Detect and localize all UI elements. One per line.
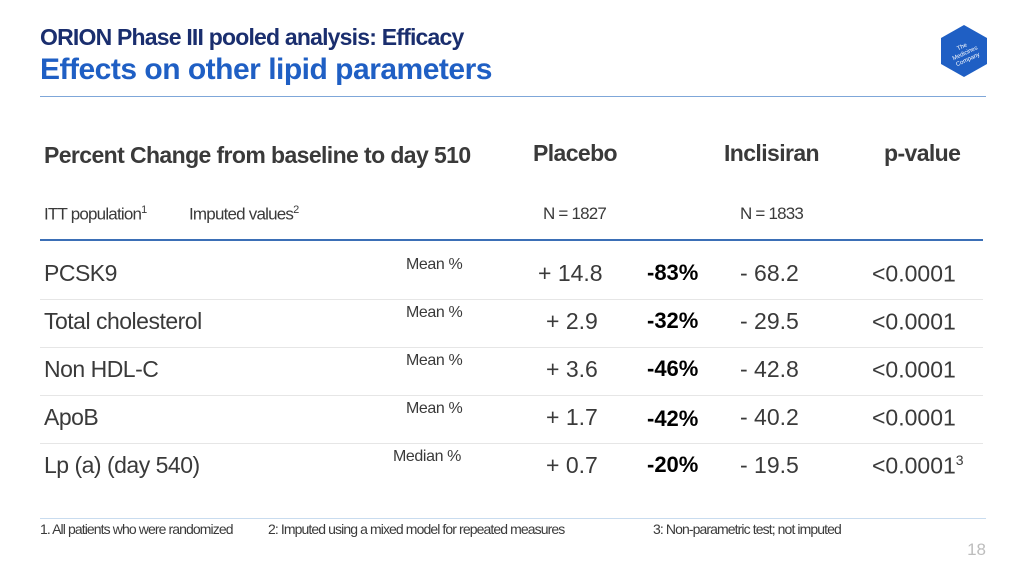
statistic-label: Median % bbox=[393, 448, 461, 465]
inclisiran-value: - 29.5 bbox=[740, 308, 799, 334]
footnote-1: 1. All patients who were randomized bbox=[40, 521, 234, 537]
row-divider bbox=[40, 443, 983, 444]
page-number: 18 bbox=[967, 540, 986, 559]
parameter-name: PCSK9 bbox=[44, 260, 117, 286]
title-divider bbox=[40, 96, 986, 97]
p-value: <0.0001 bbox=[872, 404, 956, 432]
svg-text:The: The bbox=[956, 42, 969, 52]
statistic-label: Mean % bbox=[406, 352, 463, 369]
table-row: Total cholesterol Mean % + 2.9 -32% - 29… bbox=[40, 300, 983, 348]
parameter-name: Total cholesterol bbox=[44, 308, 202, 334]
company-logo: The Medicines Company bbox=[941, 25, 987, 77]
table-row: ApoB Mean % + 1.7 -42% - 40.2 <0.0001 bbox=[40, 396, 983, 444]
difference-value: -20% bbox=[647, 452, 699, 477]
statistic-label: Mean % bbox=[406, 304, 463, 321]
row-divider bbox=[40, 347, 983, 348]
difference-value: -46% bbox=[647, 356, 699, 381]
table-row: Lp (a) (day 540) Median % + 0.7 -20% - 1… bbox=[40, 444, 983, 492]
p-value: <0.0001 bbox=[872, 308, 956, 336]
row-divider bbox=[40, 299, 983, 300]
header-pvalue: p-value bbox=[884, 140, 961, 166]
inclisiran-value: - 42.8 bbox=[740, 356, 799, 382]
p-value: <0.00013 bbox=[872, 452, 964, 480]
itt-label: ITT population bbox=[44, 204, 142, 224]
placebo-value: + 3.6 bbox=[546, 356, 598, 382]
footnote-3: 3: Non-parametric test; not imputed bbox=[653, 521, 842, 537]
parameter-name: Non HDL-C bbox=[44, 356, 159, 382]
statistic-label: Mean % bbox=[406, 256, 463, 273]
p-value-text: <0.0001 bbox=[872, 452, 956, 479]
placebo-value: + 1.7 bbox=[546, 404, 598, 430]
placebo-value: + 14.8 bbox=[538, 260, 603, 286]
p-value-text: <0.0001 bbox=[872, 260, 956, 287]
p-value-text: <0.0001 bbox=[872, 404, 956, 431]
p-value-text: <0.0001 bbox=[872, 356, 956, 383]
imputed-label: Imputed values bbox=[189, 204, 294, 224]
statistic-label: Mean % bbox=[406, 400, 463, 417]
p-value-footnote-ref: 3 bbox=[955, 452, 964, 468]
header-placebo: Placebo bbox=[533, 140, 618, 166]
footnote-2: 2: Imputed using a mixed model for repea… bbox=[268, 521, 565, 537]
header-parameter: Percent Change from baseline to day 510 bbox=[44, 142, 471, 168]
p-value-text: <0.0001 bbox=[872, 308, 956, 335]
imputed-footnote-ref: 2 bbox=[293, 204, 299, 216]
difference-value: -83% bbox=[647, 260, 699, 285]
header-divider bbox=[40, 239, 983, 241]
table-row: PCSK9 Mean % + 14.8 -83% - 68.2 <0.0001 bbox=[40, 252, 983, 300]
footer-divider bbox=[40, 518, 986, 519]
n-inclisiran: N = 1833 bbox=[740, 204, 804, 223]
table-row: Non HDL-C Mean % + 3.6 -46% - 42.8 <0.00… bbox=[40, 348, 983, 396]
p-value: <0.0001 bbox=[872, 260, 956, 288]
placebo-value: + 2.9 bbox=[546, 308, 598, 334]
header-inclisiran: Inclisiran bbox=[724, 140, 820, 166]
parameter-name: ApoB bbox=[44, 404, 99, 430]
subheader-itt: ITT population1 bbox=[44, 204, 147, 225]
row-divider bbox=[40, 395, 983, 396]
inclisiran-value: - 19.5 bbox=[740, 452, 799, 478]
inclisiran-value: - 68.2 bbox=[740, 260, 799, 286]
subheader-imputed: Imputed values2 bbox=[189, 204, 299, 225]
inclisiran-value: - 40.2 bbox=[740, 404, 799, 430]
n-placebo: N = 1827 bbox=[543, 204, 607, 223]
p-value: <0.0001 bbox=[872, 356, 956, 384]
difference-value: -32% bbox=[647, 308, 699, 333]
difference-value: -42% bbox=[647, 406, 699, 431]
itt-footnote-ref: 1 bbox=[141, 204, 147, 216]
parameter-name: Lp (a) (day 540) bbox=[44, 452, 200, 478]
placebo-value: + 0.7 bbox=[546, 452, 598, 478]
slide-title: Effects on other lipid parameters bbox=[40, 53, 492, 86]
slide-kicker: ORION Phase III pooled analysis: Efficac… bbox=[40, 24, 464, 50]
